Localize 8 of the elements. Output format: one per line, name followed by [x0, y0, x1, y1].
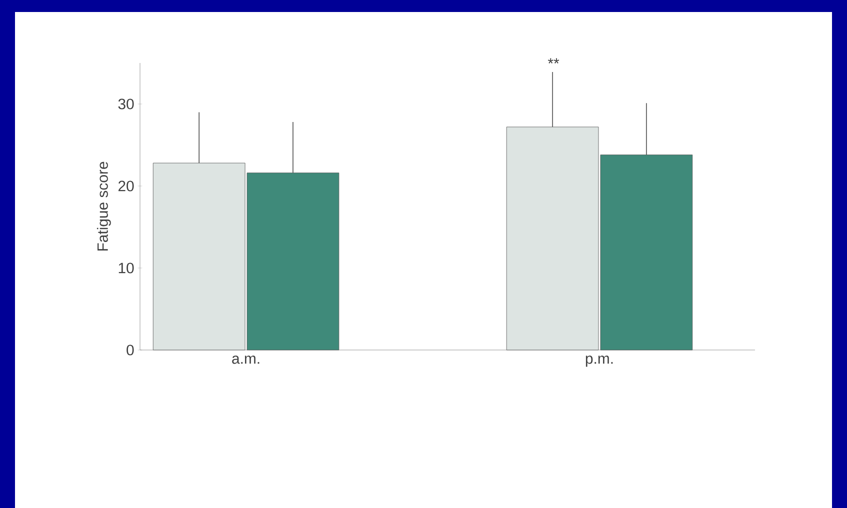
x-tick-label: p.m. — [586, 356, 613, 367]
y-tick-label: 20 — [118, 180, 134, 192]
y-tick-label: 10 — [118, 262, 134, 274]
y-tick-label: 30 — [118, 98, 134, 110]
x-tick-label: a.m. — [232, 356, 260, 364]
y-axis-title: Fatigue score — [96, 162, 111, 251]
y-tick-label: 0 — [126, 344, 134, 356]
annotation: ** — [548, 58, 560, 64]
